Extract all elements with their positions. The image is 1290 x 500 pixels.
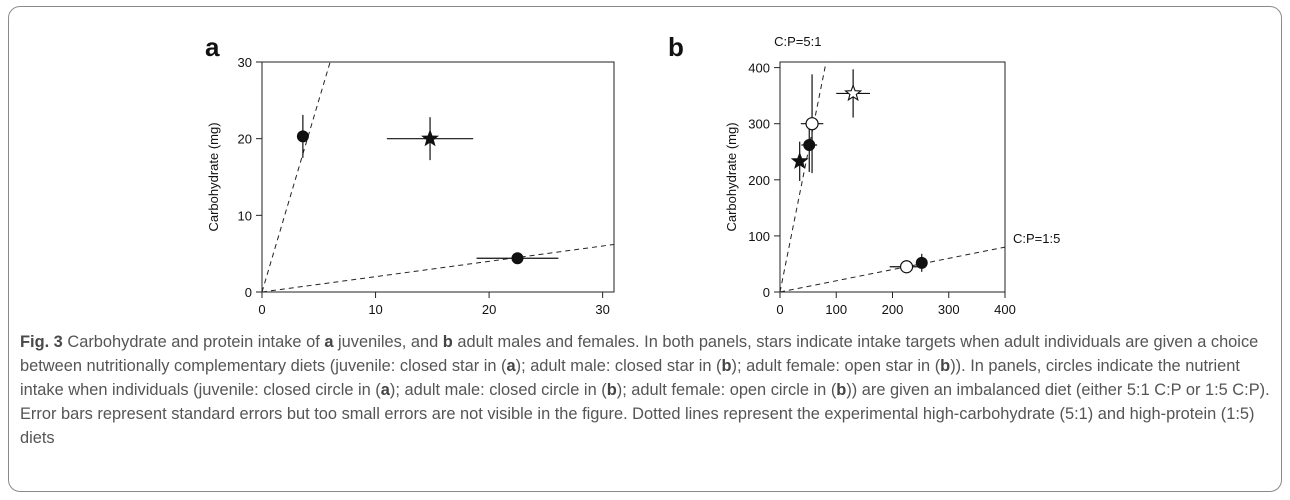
caption-text: Carbohydrate and protein intake of a juv… [20,333,1270,447]
caption-text-segment: ); adult male: closed star in ( [516,357,722,375]
caption-text-segment: ); adult male: closed circle in ( [390,381,607,399]
data-point-open-star [836,69,870,117]
chart-panel-b: b C:P=5:1 C:P=1:5 0 100 200 300 400 0 100 200 300 40… [668,32,1060,330]
y-axis-label: Carbohydrate (mg) [724,122,739,231]
reference-line-5-1 [780,62,826,292]
reference-line-label: C:P=1:5 [1013,231,1060,246]
closed-circle-marker [916,257,927,268]
data-point-closed-circle [297,115,308,158]
caption-panel-ref: b [722,357,732,375]
y-tick-label: 20 [238,132,252,147]
reference-line-5-1 [262,62,330,292]
reference-line-label: C:P=5:1 [774,34,821,49]
open-circle-marker [806,118,818,130]
figure-caption: Fig. 3 Carbohydrate and protein intake o… [20,330,1270,450]
caption-panel-ref: a [507,357,516,375]
caption-text-segment: juveniles, and [333,333,442,351]
caption-panel-ref: b [836,381,846,399]
data-point-closed-circle [477,253,559,264]
y-tick-label: 0 [763,285,770,300]
x-tick-label: 10 [368,302,382,317]
y-tick-label: 200 [748,173,770,188]
x-tick-label: 0 [258,302,265,317]
y-tick-label: 400 [748,61,770,76]
caption-panel-ref: a [381,381,390,399]
y-tick-label: 300 [748,117,770,132]
caption-text-segment: ); adult female: open circle in ( [617,381,837,399]
y-axis-label: Carbohydrate (mg) [206,122,221,231]
closed-circle-marker [297,131,308,142]
plot-frame [780,62,1005,292]
closed-circle-marker [512,253,523,264]
x-tick-label: 30 [595,302,609,317]
open-circle-marker [901,261,913,273]
x-tick-label: 400 [994,302,1016,317]
reference-line-1-5 [780,247,1005,292]
closed-circle-marker [804,140,815,151]
plot-frame [262,62,614,292]
x-tick-label: 20 [482,302,496,317]
y-tick-label: 0 [245,285,252,300]
panel-label: b [668,32,684,62]
x-tick-label: 100 [825,302,847,317]
y-tick-label: 30 [238,55,252,70]
y-tick-label: 10 [238,208,252,223]
data-point-closed-star [387,117,473,160]
caption-panel-ref: b [443,333,453,351]
y-tick-label: 100 [748,229,770,244]
chart-panel-a: a01020300102030Protein (mg)Carbohydrate … [205,32,614,330]
figure-plots: a01020300102030Protein (mg)Carbohydrate … [0,0,1290,330]
caption-panel-ref: b [607,381,617,399]
x-tick-label: 300 [938,302,960,317]
figure-number: Fig. 3 [20,333,63,351]
caption-text-segment: ); adult female: open star in ( [732,357,941,375]
caption-text-segment: Carbohydrate and protein intake of [63,333,325,351]
data-point-closed-circle [916,254,927,272]
x-tick-label: 0 [776,302,783,317]
panel-label: a [205,32,220,62]
caption-panel-ref: b [940,357,950,375]
reference-line-1-5 [262,244,614,292]
x-tick-label: 200 [882,302,904,317]
